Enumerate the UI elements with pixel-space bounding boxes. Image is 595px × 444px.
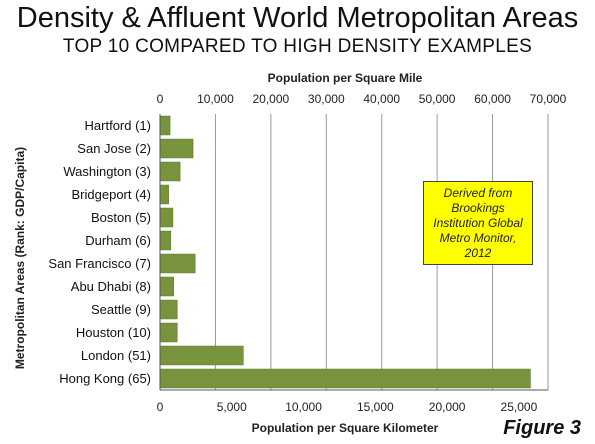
category-label: Abu Dhabi (8) [71, 279, 151, 294]
y-axis-title: Metropolitan Areas (Rank: GDP/Capita) [13, 147, 27, 369]
x-tick-label: 10,000 [285, 400, 322, 414]
x2-tick-label: 0 [157, 92, 164, 106]
source-note: Derived from Brookings Institution Globa… [423, 181, 533, 265]
category-label: Houston (10) [76, 325, 151, 340]
category-label: San Jose (2) [77, 141, 151, 156]
category-label: Boston (5) [91, 210, 151, 225]
x2-tick-label: 70,000 [530, 92, 567, 106]
category-label: Durham (6) [85, 233, 151, 248]
bar [159, 230, 172, 251]
x2-axis-title: Population per Square Mile [268, 71, 423, 85]
x2-tick-label: 40,000 [363, 92, 400, 106]
category-label: Hartford (1) [85, 118, 151, 133]
bar [159, 115, 171, 136]
x-axis-title: Population per Square Kilometer [252, 421, 439, 435]
x-tick-label: 15,000 [357, 400, 394, 414]
bar [159, 184, 169, 205]
chart-title: Density & Affluent World Metropolitan Ar… [16, 2, 579, 34]
category-label: Bridgeport (4) [72, 187, 151, 202]
bar [159, 299, 178, 320]
figure-label: Figure 3 [503, 417, 581, 439]
x2-tick-label: 50,000 [419, 92, 456, 106]
bar [159, 161, 181, 182]
bar [159, 276, 174, 297]
axes: 0 10,000 20,000 30,000 40,000 50,000 60,000 70,… [48, 92, 566, 414]
bar [159, 345, 244, 366]
bar [159, 253, 196, 274]
chart-subtitle: TOP 10 COMPARED TO HIGH DENSITY EXAMPLES [62, 36, 533, 57]
bar [159, 322, 178, 343]
bar [159, 368, 531, 389]
category-label: Hong Kong (65) [59, 371, 151, 386]
x-tick-label: 5,000 [217, 400, 247, 414]
category-label: London (51) [81, 348, 151, 363]
bar [159, 207, 174, 228]
x2-tick-label: 10,000 [197, 92, 234, 106]
x-tick-label: 20,000 [429, 400, 466, 414]
x-tick-label: 0 [157, 400, 164, 414]
x-tick-label: 25,000 [501, 400, 538, 414]
x2-tick-label: 30,000 [308, 92, 345, 106]
x2-tick-label: 20,000 [253, 92, 290, 106]
category-label: Seattle (9) [91, 302, 151, 317]
bar [159, 138, 194, 159]
category-label: Washington (3) [63, 164, 151, 179]
x2-tick-label: 60,000 [474, 92, 511, 106]
category-label: San Francisco (7) [48, 256, 151, 271]
